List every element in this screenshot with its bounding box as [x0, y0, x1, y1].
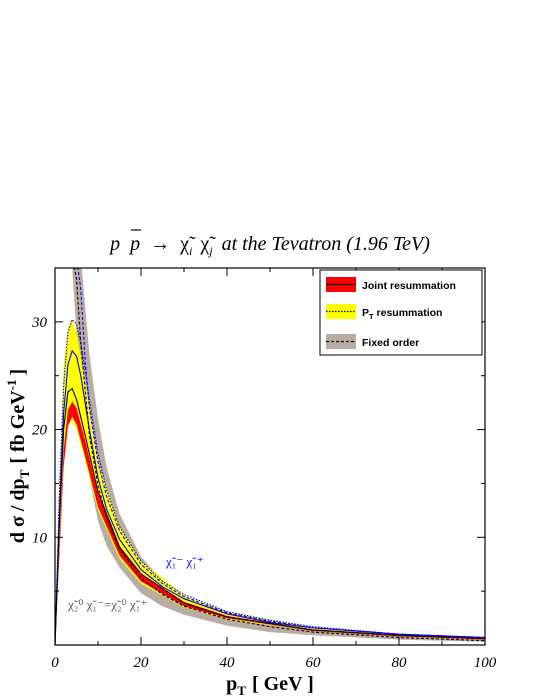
x-tick-label: 100	[474, 655, 497, 671]
x-axis-title-main: p	[226, 673, 237, 695]
x-tick-label: 20	[134, 655, 150, 671]
y-tick-label: 30	[31, 315, 48, 331]
y-axis-title-main: d σ / dp	[7, 478, 29, 543]
title-p: p	[108, 233, 120, 255]
lines-layer	[55, 268, 485, 645]
y-axis-title-sup: -1	[4, 380, 19, 391]
x-axis-title-sub: T	[237, 683, 246, 698]
line-fixed-order-neutralino-chargino	[73, 268, 485, 642]
title-sub-j: j	[207, 244, 213, 258]
title-sub-i: i	[189, 244, 192, 258]
x-axis-title: pT [ GeV ]	[226, 673, 314, 698]
y-tick-label: 10	[32, 530, 48, 546]
legend-label-pt-rest: resummation	[374, 307, 443, 319]
legend-label-fixed: Fixed order	[362, 337, 419, 349]
y-axis-title-sub: T	[17, 469, 32, 478]
line-joint-resummation-neutralino-chargino	[55, 387, 485, 645]
line-joint-resummation-chargino-pair	[55, 349, 485, 645]
legend: Joint resummation PT resummation Fixed o…	[319, 269, 483, 356]
title-pbar: p	[128, 233, 140, 255]
line-fixed-order-chargino-pair	[77, 268, 485, 639]
title-rest: at the Tevatron (1.96 TeV)	[222, 233, 431, 255]
x-axis-title-unit: [ GeV ]	[252, 673, 314, 695]
y-tick-label: 20	[32, 423, 48, 439]
legend-label-joint: Joint resummation	[362, 280, 456, 292]
annotation-neutralino-chargino: χ̃₂⁰ χ̃₁⁻=χ̃₂⁰ χ̃₁⁺	[67, 597, 147, 612]
title-chi-i: χ̃	[179, 233, 196, 255]
legend-label-pt: PT resummation	[362, 307, 442, 321]
y-axis-title: d σ / dpT [ fb GeV-1]	[4, 369, 32, 543]
y-axis-title-unit: [ fb GeV	[7, 390, 29, 464]
y-axis-title-close: ]	[7, 369, 29, 376]
x-tick-label: 40	[220, 655, 236, 671]
title-chi-j: χ̃	[199, 233, 216, 255]
x-tick-label: 0	[51, 655, 59, 671]
annotation-chargino-pair: χ̃₁⁻ χ̃₁⁺	[165, 554, 204, 569]
title-arrow: →	[150, 233, 170, 255]
legend-label-pt-sub: T	[369, 312, 374, 321]
x-tick-label: 60	[306, 655, 322, 671]
x-tick-label: 80	[392, 655, 408, 671]
legend-label-pt-p: P	[362, 307, 369, 319]
ticks-layer: 0 20 40 60 80 100 10 20 30	[31, 267, 497, 671]
chart-title: p p → χ̃i χ̃j at the Tevatron (1.96 TeV)	[108, 233, 430, 260]
line-p-t-resummation-chargino-pair	[55, 318, 485, 645]
